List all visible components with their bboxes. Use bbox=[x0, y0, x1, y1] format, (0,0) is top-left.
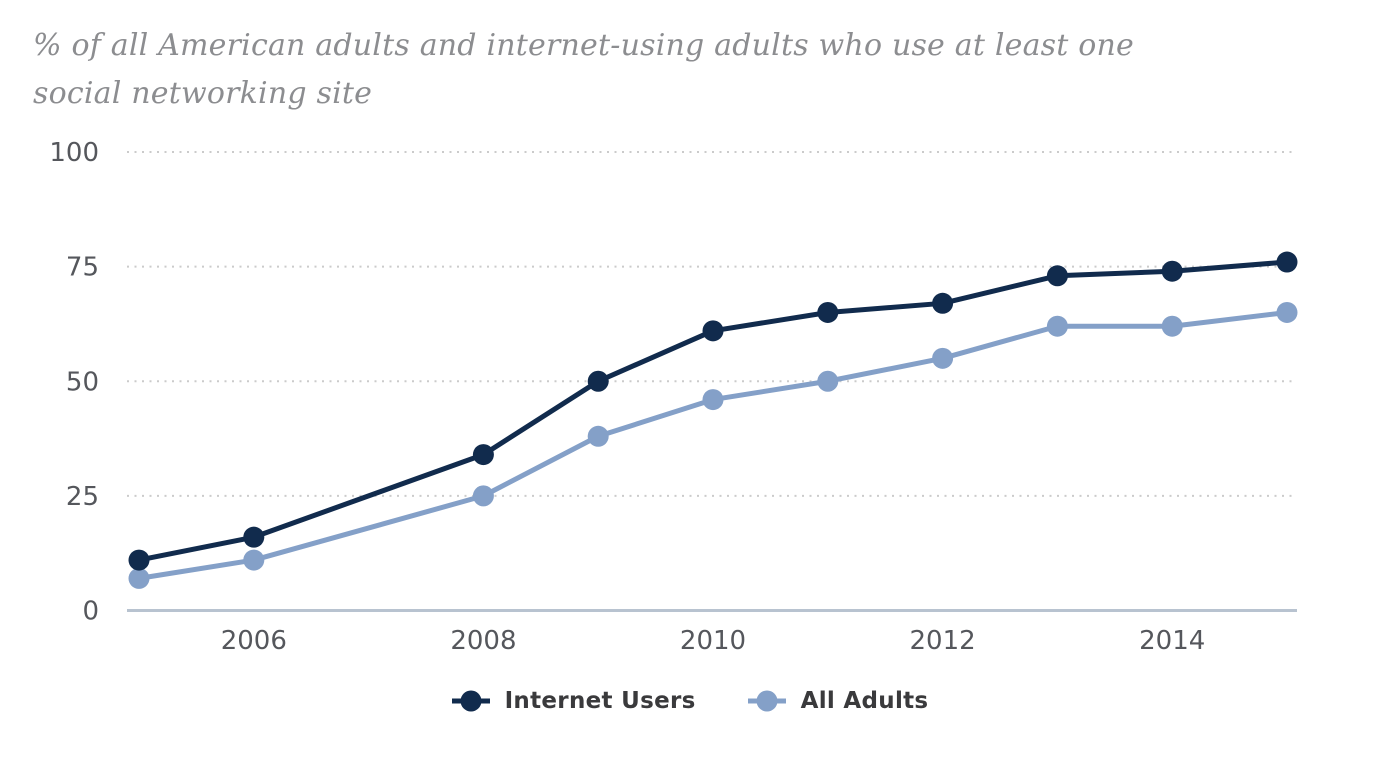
series-line-all-adults bbox=[136, 309, 1290, 581]
chart-title: % of all American adults and internet-us… bbox=[33, 28, 1134, 111]
legend-item-all-adults: All Adults bbox=[746, 688, 929, 714]
data-point-all-adults bbox=[587, 425, 609, 447]
data-point-internet-users bbox=[932, 292, 954, 314]
legend-marker-dot bbox=[756, 690, 778, 712]
data-point-all-adults bbox=[702, 389, 724, 411]
data-point-all-adults bbox=[472, 485, 494, 507]
data-point-all-adults bbox=[1276, 301, 1298, 323]
all-adults-marker-icon bbox=[747, 690, 786, 712]
data-point-internet-users bbox=[702, 320, 724, 342]
data-point-internet-users bbox=[243, 526, 265, 548]
y-tick-label: 100 bbox=[49, 138, 99, 168]
x-tick-label: 2012 bbox=[910, 626, 976, 656]
legend-marker-dot bbox=[460, 690, 482, 712]
data-point-all-adults bbox=[243, 549, 265, 571]
data-point-all-adults bbox=[932, 347, 954, 369]
x-tick-label: 2006 bbox=[221, 626, 287, 656]
data-point-internet-users bbox=[817, 301, 839, 323]
internet-users-marker-icon bbox=[451, 690, 490, 712]
data-point-internet-users bbox=[472, 444, 494, 466]
series-line-internet-users bbox=[136, 259, 1290, 563]
data-point-internet-users bbox=[128, 549, 150, 571]
data-point-internet-users bbox=[1276, 251, 1298, 273]
data-point-all-adults bbox=[1161, 315, 1183, 337]
chart-legend: Internet Users All Adults bbox=[0, 688, 1378, 714]
y-tick-label: 25 bbox=[66, 482, 99, 512]
y-tick-label: 50 bbox=[66, 367, 99, 397]
data-point-all-adults bbox=[1046, 315, 1068, 337]
data-point-all-adults bbox=[817, 370, 839, 392]
data-point-all-adults bbox=[128, 567, 150, 589]
x-tick-label: 2010 bbox=[680, 626, 746, 656]
data-point-internet-users bbox=[1161, 260, 1183, 282]
x-tick-label: 2008 bbox=[450, 626, 516, 656]
legend-item-internet-users: Internet Users bbox=[450, 688, 696, 714]
y-tick-label: 0 bbox=[82, 597, 99, 627]
x-tick-label: 2014 bbox=[1139, 626, 1205, 656]
data-point-internet-users bbox=[587, 370, 609, 392]
y-tick-label: 75 bbox=[66, 253, 99, 283]
legend-label-all-adults: All Adults bbox=[800, 688, 929, 714]
legend-label-internet-users: Internet Users bbox=[504, 688, 696, 714]
data-point-internet-users bbox=[1046, 265, 1068, 287]
